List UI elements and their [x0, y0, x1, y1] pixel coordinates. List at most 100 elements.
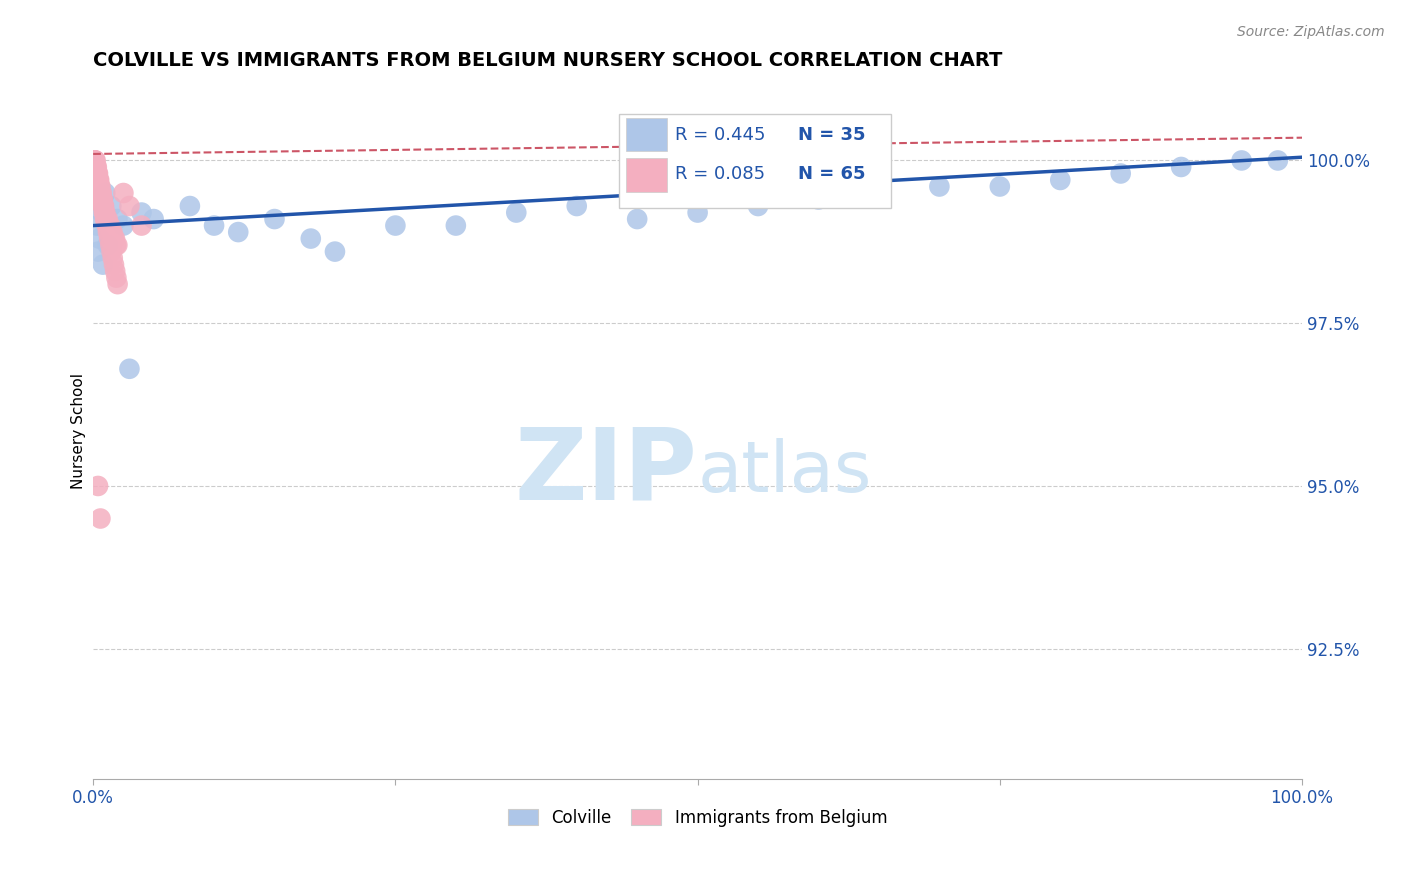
Point [83, 153, 105, 168]
Point [1267, 153, 1289, 168]
Point [94, 212, 117, 227]
Point [91, 193, 114, 207]
Point [202, 219, 225, 233]
FancyBboxPatch shape [626, 158, 668, 192]
Point [89, 179, 111, 194]
Point [96, 212, 118, 227]
Point [384, 219, 406, 233]
Point [100, 244, 122, 259]
Point [90, 186, 112, 200]
Point [101, 251, 124, 265]
Text: N = 35: N = 35 [799, 126, 866, 144]
Point [86, 166, 108, 180]
Point [226, 225, 249, 239]
Point [86, 160, 108, 174]
Point [90, 205, 112, 219]
Point [97, 212, 120, 227]
Text: COLVILLE VS IMMIGRANTS FROM BELGIUM NURSERY SCHOOL CORRELATION CHART: COLVILLE VS IMMIGRANTS FROM BELGIUM NURS… [93, 51, 1002, 70]
Text: ZIP: ZIP [515, 424, 697, 521]
Point [87, 173, 110, 187]
Point [84, 160, 107, 174]
Point [87, 173, 110, 187]
Point [179, 199, 201, 213]
Point [96, 219, 118, 233]
Point [131, 205, 153, 219]
Point [105, 212, 128, 227]
Point [83, 153, 105, 168]
Point [91, 199, 114, 213]
Point [87, 244, 110, 259]
Point [90, 193, 112, 207]
Point [747, 199, 769, 213]
Point [87, 479, 110, 493]
Point [105, 238, 128, 252]
Point [86, 219, 108, 233]
Point [112, 186, 135, 200]
Point [84, 153, 107, 168]
Point [263, 212, 285, 227]
Y-axis label: Nursery School: Nursery School [72, 373, 86, 489]
Point [118, 361, 141, 376]
Point [83, 153, 105, 168]
Point [94, 205, 117, 219]
Point [299, 231, 322, 245]
Text: atlas: atlas [697, 438, 872, 507]
Point [505, 205, 527, 219]
Point [98, 238, 121, 252]
Point [93, 199, 115, 213]
Point [89, 511, 111, 525]
Point [98, 231, 121, 245]
Text: R = 0.085: R = 0.085 [675, 165, 765, 183]
Point [83, 153, 105, 168]
Point [89, 173, 111, 187]
Point [444, 219, 467, 233]
Point [1170, 160, 1192, 174]
Point [868, 186, 890, 200]
Point [87, 179, 110, 194]
Point [91, 258, 114, 272]
Point [686, 205, 709, 219]
Point [93, 205, 115, 219]
Point [101, 225, 124, 239]
Point [103, 231, 125, 245]
Point [89, 179, 111, 194]
Point [105, 238, 128, 252]
Point [112, 219, 135, 233]
Text: R = 0.445: R = 0.445 [675, 126, 765, 144]
Point [104, 264, 127, 278]
Point [565, 199, 588, 213]
Point [90, 186, 112, 200]
Point [1109, 166, 1132, 180]
Point [928, 179, 950, 194]
Point [90, 193, 112, 207]
Legend: Colville, Immigrants from Belgium: Colville, Immigrants from Belgium [501, 802, 894, 833]
Point [107, 277, 129, 292]
Point [91, 193, 114, 207]
Point [97, 219, 120, 233]
Point [1230, 153, 1253, 168]
Point [97, 238, 120, 252]
Point [100, 199, 122, 213]
Point [93, 205, 115, 219]
Point [323, 244, 346, 259]
Point [94, 186, 117, 200]
Point [104, 231, 127, 245]
Point [89, 186, 111, 200]
Point [97, 225, 120, 239]
Point [142, 212, 165, 227]
Text: Source: ZipAtlas.com: Source: ZipAtlas.com [1237, 25, 1385, 39]
Point [94, 212, 117, 227]
Text: N = 65: N = 65 [799, 165, 866, 183]
Point [84, 160, 107, 174]
FancyBboxPatch shape [619, 113, 891, 208]
Point [988, 179, 1011, 194]
Point [90, 186, 112, 200]
Point [86, 166, 108, 180]
Point [1049, 173, 1071, 187]
Point [84, 160, 107, 174]
FancyBboxPatch shape [626, 118, 668, 152]
Point [91, 199, 114, 213]
Point [93, 205, 115, 219]
Point [89, 231, 111, 245]
Point [118, 199, 141, 213]
